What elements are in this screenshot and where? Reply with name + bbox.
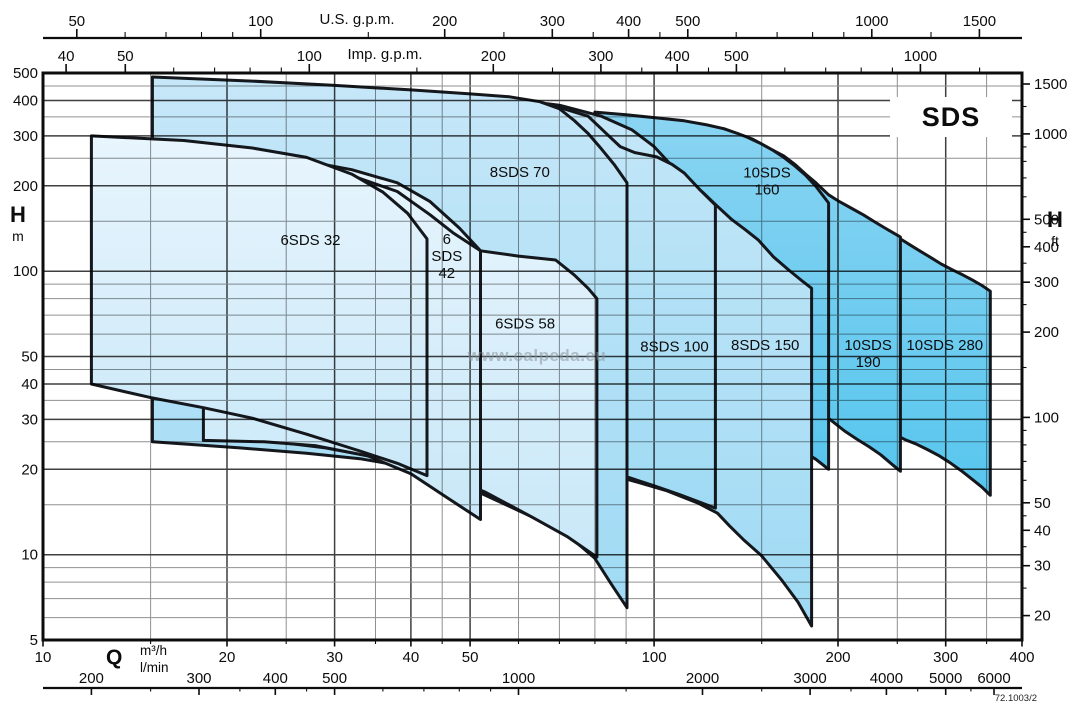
grid-layer xyxy=(43,73,1022,640)
h-m-tick-label: 100 xyxy=(13,263,38,280)
envelope-label-8sds-70: 8SDS 70 xyxy=(490,164,550,181)
h-m-tick-label: 5 xyxy=(30,632,38,649)
h-ft-tick-label: 500 xyxy=(1034,211,1059,228)
h-ft-tick-label: 300 xyxy=(1034,274,1059,291)
left-axis-unit: m xyxy=(12,228,24,244)
h-m-tick-label: 30 xyxy=(21,411,38,428)
envelope-label-8sds-100: 8SDS 100 xyxy=(640,339,708,356)
m3h-tick-label: 300 xyxy=(933,649,958,666)
lmin-tick-label: 6000 xyxy=(977,670,1010,687)
h-m-tick-label: 400 xyxy=(13,93,38,110)
flow-axis-unit-m3h: m³/h xyxy=(140,643,167,658)
us-gpm-tick-label: 50 xyxy=(68,13,85,30)
imp-gpm-tick-label: 500 xyxy=(724,48,749,65)
h-m-tick-label: 500 xyxy=(13,65,38,82)
h-m-tick-label: 20 xyxy=(21,461,38,478)
lmin-tick-label: 500 xyxy=(322,670,347,687)
envelope-label-6sds-42: 42 xyxy=(438,265,455,282)
lmin-tick-label: 200 xyxy=(79,670,104,687)
lmin-tick-label: 3000 xyxy=(793,670,826,687)
m3h-tick-label: 200 xyxy=(825,649,850,666)
h-ft-tick-label: 400 xyxy=(1034,239,1059,256)
h-ft-tick-label: 40 xyxy=(1034,522,1051,539)
m3h-tick-label: 50 xyxy=(462,649,479,666)
watermark: www.calpeda.eu xyxy=(467,346,607,365)
left-axis-symbol: H xyxy=(10,202,26,227)
envelope-label-6sds-32: 6SDS 32 xyxy=(280,232,340,249)
h-m-tick-label: 200 xyxy=(13,178,38,195)
envelope-label-6sds-58: 6SDS 58 xyxy=(495,315,555,332)
lmin-tick-label: 400 xyxy=(263,670,288,687)
document-number: 72.1003/2 xyxy=(994,693,1037,704)
us-gpm-tick-label: 400 xyxy=(616,13,641,30)
us-gpm-tick-label: 200 xyxy=(432,13,457,30)
plot-border xyxy=(41,71,1024,642)
us-gpm-tick-label: 1500 xyxy=(963,13,996,30)
h-ft-tick-label: 1500 xyxy=(1034,76,1067,93)
m3h-tick-label: 30 xyxy=(326,649,343,666)
h-m-tick-label: 50 xyxy=(21,349,38,366)
m3h-tick-label: 100 xyxy=(642,649,667,666)
lmin-tick-label: 2000 xyxy=(686,670,719,687)
m3h-tick-label: 20 xyxy=(219,649,236,666)
envelope-label-6sds-42: 6 xyxy=(443,231,451,248)
imp-gpm-tick-label: 100 xyxy=(297,48,322,65)
imp-gpm-tick-label: 200 xyxy=(481,48,506,65)
imp-gpm-tick-label: 40 xyxy=(58,48,75,65)
flow-axis-unit-lmin: l/min xyxy=(140,660,169,675)
lmin-tick-label: 1000 xyxy=(502,670,535,687)
lmin-tick-label: 300 xyxy=(186,670,211,687)
lmin-tick-label: 4000 xyxy=(870,670,903,687)
envelope-label-10sds-160: 10SDS xyxy=(743,164,791,181)
h-ft-tick-label: 100 xyxy=(1034,409,1059,426)
imp-gpm-tick-label: 300 xyxy=(588,48,613,65)
right-axis-unit: ft xyxy=(1051,233,1059,249)
flow-axis-symbol: Q xyxy=(106,646,123,669)
lmin-tick-label: 5000 xyxy=(929,670,962,687)
imp-gpm-tick-label: 400 xyxy=(665,48,690,65)
m3h-tick-label: 400 xyxy=(1009,649,1034,666)
h-ft-tick-label: 50 xyxy=(1034,495,1051,512)
envelope-label-10sds-280: 10SDS 280 xyxy=(906,337,983,354)
envelope-label-10sds-190: 190 xyxy=(856,354,881,371)
envelope-label-6sds-42: SDS xyxy=(431,248,462,265)
series-logo: SDS xyxy=(890,97,1012,137)
envelope-label-10sds-190: 10SDS xyxy=(844,337,892,354)
us-gpm-tick-label: 100 xyxy=(248,13,273,30)
imp-gpm-axis-title: Imp. g.p.m. xyxy=(347,46,423,63)
imp-gpm-tick-label: 1000 xyxy=(904,48,937,65)
us-gpm-tick-label: 1000 xyxy=(855,13,888,30)
h-m-tick-label: 40 xyxy=(21,376,38,393)
envelope-label-10sds-160: 160 xyxy=(754,181,779,198)
m3h-tick-label: 10 xyxy=(35,649,52,666)
right-axis-symbol: H xyxy=(1047,207,1063,232)
h-m-tick-label: 10 xyxy=(21,547,38,564)
h-ft-tick-label: 30 xyxy=(1034,558,1051,575)
imp-gpm-tick-label: 50 xyxy=(117,48,134,65)
envelope-label-8sds-150: 8SDS 150 xyxy=(731,337,799,354)
us-gpm-tick-label: 300 xyxy=(540,13,565,30)
h-ft-tick-label: 1000 xyxy=(1034,126,1067,143)
h-ft-tick-label: 20 xyxy=(1034,608,1051,625)
us-gpm-axis-title: U.S. g.p.m. xyxy=(319,11,395,28)
us-gpm-tick-label: 500 xyxy=(675,13,700,30)
m3h-tick-label: 40 xyxy=(403,649,420,666)
h-ft-tick-label: 200 xyxy=(1034,324,1059,341)
axes-layer: 50 100 200 300 400 500 1000 1500 40 50 100 200 300 40… xyxy=(13,13,1067,695)
h-m-tick-label: 300 xyxy=(13,128,38,145)
